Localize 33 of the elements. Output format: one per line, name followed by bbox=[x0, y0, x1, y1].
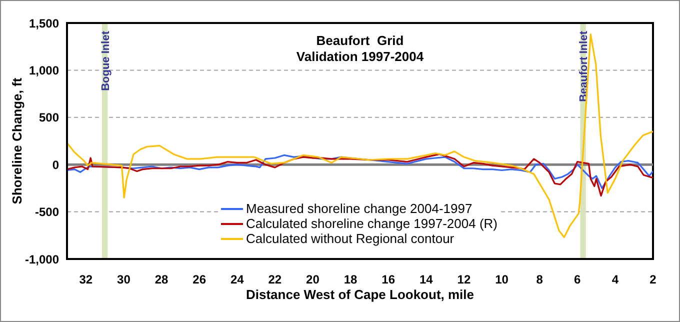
x-tick-label: 2 bbox=[650, 272, 657, 287]
band-label: Bogue Inlet bbox=[100, 30, 112, 91]
x-tick-label: 16 bbox=[382, 272, 396, 287]
line-series bbox=[67, 154, 653, 189]
line-series bbox=[67, 153, 653, 197]
x-tick-label: 22 bbox=[268, 272, 282, 287]
y-tick-label: -1,000 bbox=[24, 252, 60, 266]
text: Beaufort Grid bbox=[316, 33, 404, 48]
x-tick-label: 20 bbox=[306, 272, 320, 287]
text: Validation 1997-2004 bbox=[296, 49, 424, 64]
legend-label: Calculated without Regional contour bbox=[246, 231, 454, 246]
x-tick-label: 6 bbox=[574, 272, 582, 287]
y-tick-label: 1,500 bbox=[28, 16, 60, 30]
x-tick-label: 10 bbox=[495, 272, 509, 287]
x-tick-label: 30 bbox=[117, 272, 131, 287]
x-tick-label: 26 bbox=[192, 272, 206, 287]
x-tick-label: 14 bbox=[419, 272, 434, 287]
y-tick-label: 0 bbox=[52, 158, 60, 172]
y-tick-label: -500 bbox=[34, 205, 60, 220]
x-tick-label: 12 bbox=[457, 272, 471, 287]
legend-label: Measured shoreline change 2004-1997 bbox=[246, 201, 472, 216]
x-tick-label: 32 bbox=[79, 272, 93, 287]
x-axis-title: Distance West of Cape Lookout, mile bbox=[246, 287, 474, 302]
y-tick-label: 500 bbox=[38, 110, 60, 125]
x-tick-label: 18 bbox=[344, 272, 358, 287]
band-label: Beaufort Inlet bbox=[578, 30, 590, 102]
y-axis-title: Shoreline Change, ft bbox=[10, 77, 25, 204]
legend-label: Calculated shoreline change 1997-2004 (R) bbox=[246, 216, 498, 231]
x-tick-label: 24 bbox=[230, 272, 244, 287]
x-tick-label: 8 bbox=[536, 272, 544, 287]
y-tick-label: 1,000 bbox=[28, 63, 60, 78]
x-tick-label: 28 bbox=[154, 272, 169, 287]
x-tick-label: 4 bbox=[612, 272, 619, 287]
